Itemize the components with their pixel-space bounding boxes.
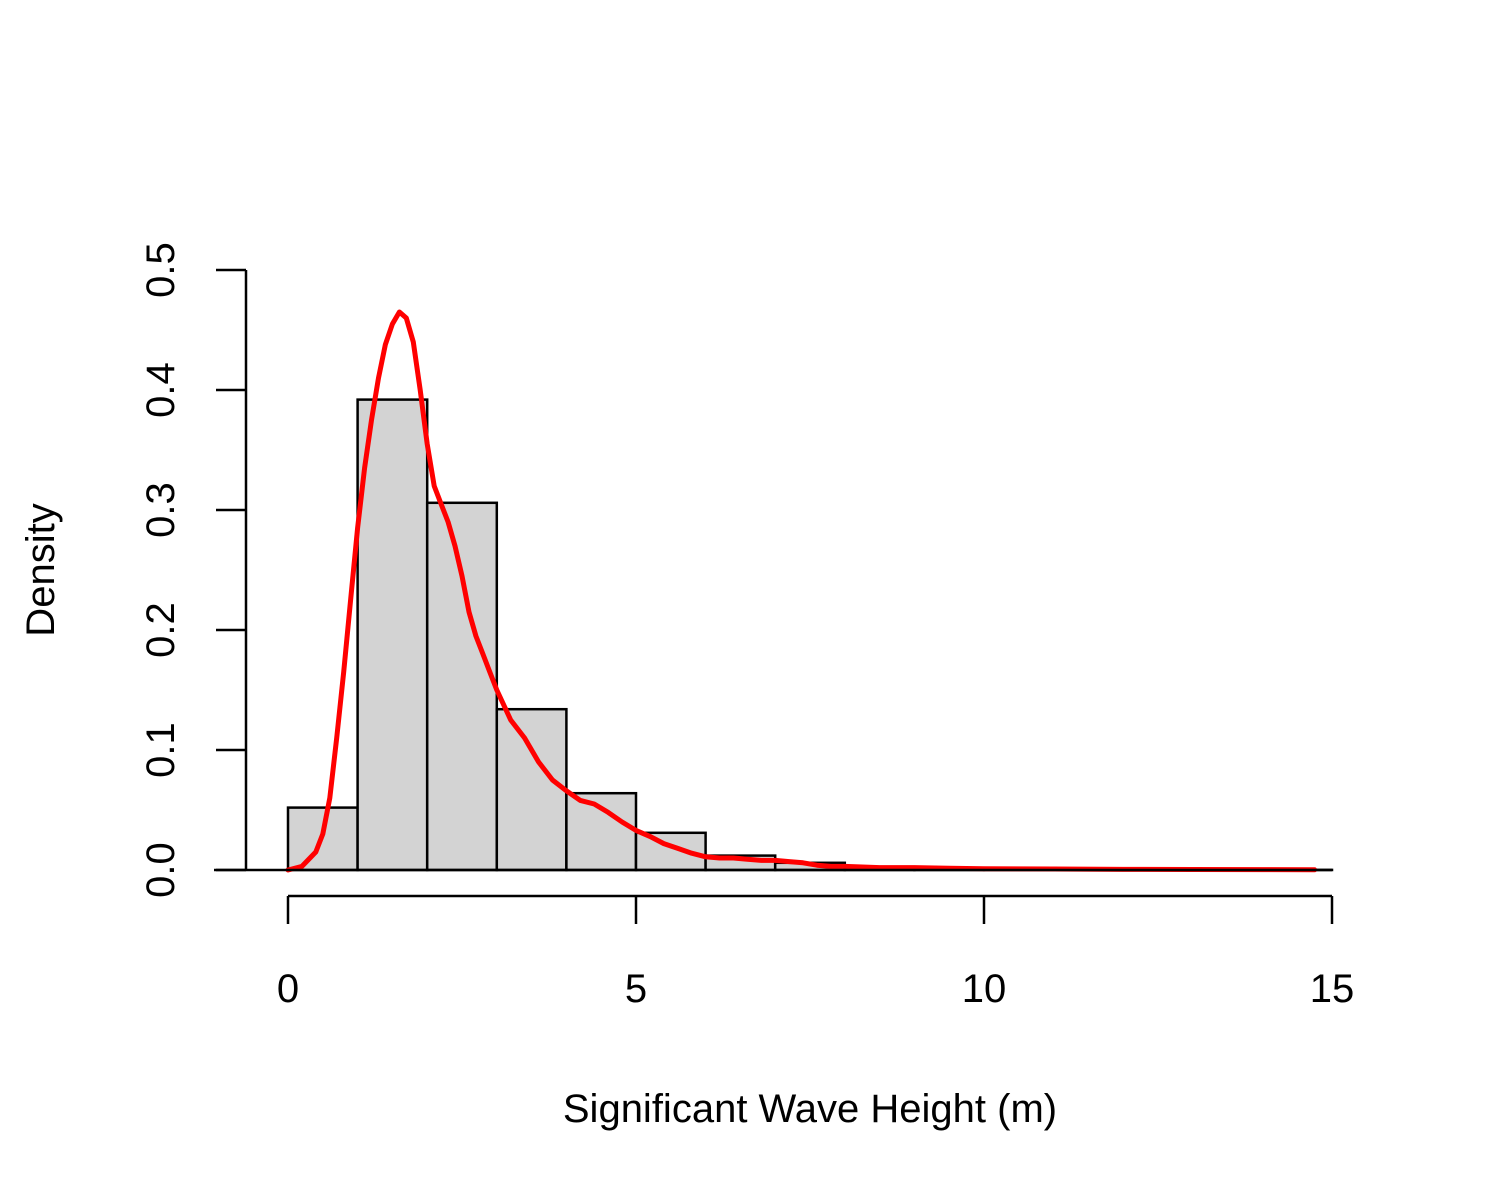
- x-tick-label: 0: [277, 967, 299, 1011]
- histogram-bar: [495, 707, 568, 872]
- x-tick-label: 10: [962, 967, 1007, 1011]
- y-tick-label: 0.3: [139, 482, 183, 538]
- histogram-bar: [565, 791, 638, 872]
- histogram-bar: [425, 501, 499, 872]
- histogram-bar: [356, 398, 429, 872]
- density-curve: [285, 309, 1318, 873]
- y-tick-label: 0.5: [139, 242, 183, 298]
- histogram-bar: [634, 831, 707, 872]
- y-tick-label: 0.1: [139, 722, 183, 778]
- x-axis-title: Significant Wave Height (m): [563, 1087, 1057, 1131]
- y-tick-label: 0.0: [139, 842, 183, 898]
- x-tick-label: 5: [625, 967, 647, 1011]
- y-axis-title: Density: [19, 503, 63, 636]
- axes: 0.0 0.1 0.2 0.3 0.4 0.5 0 5 10 15: [139, 242, 1354, 1011]
- y-tick-label: 0.2: [139, 602, 183, 658]
- density-line: [285, 309, 1318, 873]
- x-tick-label: 15: [1310, 967, 1355, 1011]
- histogram-bars: [286, 398, 1334, 872]
- y-tick-label: 0.4: [139, 362, 183, 418]
